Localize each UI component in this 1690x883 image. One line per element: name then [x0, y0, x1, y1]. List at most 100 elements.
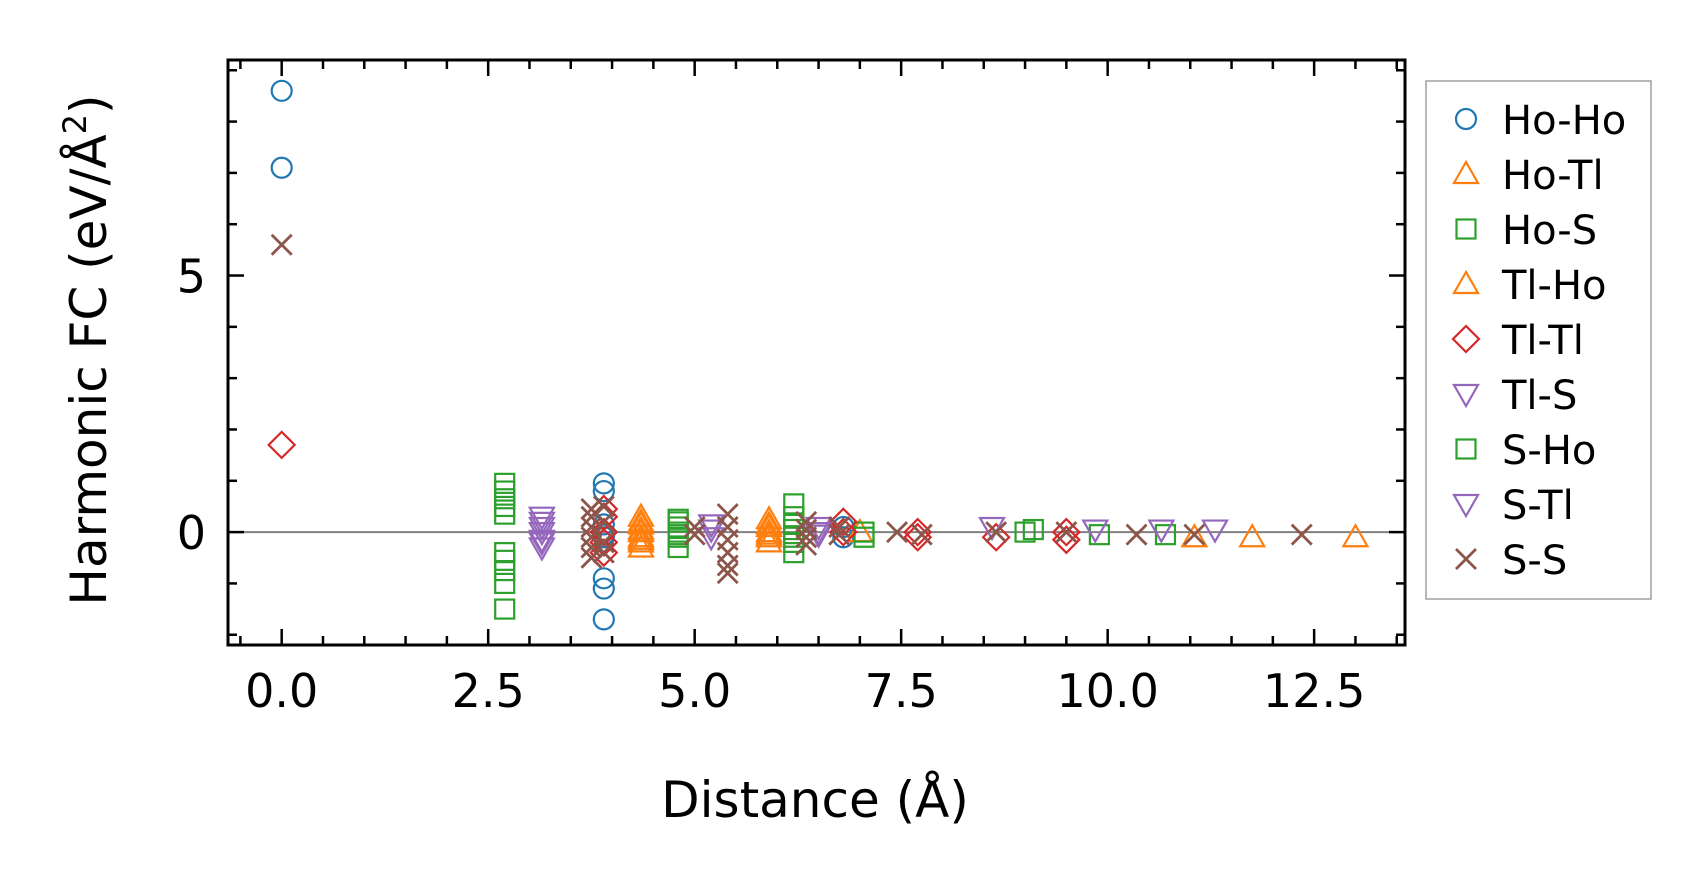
legend-marker [1455, 218, 1477, 240]
data-point [592, 479, 615, 503]
data-point [270, 156, 293, 179]
data-point [527, 511, 556, 537]
legend-marker [1452, 159, 1480, 185]
data-point [580, 526, 603, 549]
data-point [592, 531, 615, 554]
data-point [795, 533, 818, 556]
data-point [755, 528, 783, 553]
data-point [627, 533, 655, 558]
series-tl-ho [627, 507, 783, 550]
data-point [828, 517, 858, 547]
data-point [804, 522, 833, 547]
x-tick-label: 5.0 [658, 664, 731, 718]
data-point [795, 526, 818, 549]
data-point [592, 510, 615, 533]
data-point [494, 598, 516, 620]
data-point [683, 523, 706, 546]
data-point [886, 521, 909, 544]
data-point [828, 515, 851, 538]
data-point [589, 527, 619, 557]
plot-content [228, 79, 1405, 631]
legend-marker [1454, 107, 1478, 131]
data-point [1022, 518, 1044, 541]
data-point [1051, 525, 1081, 555]
legend: Ho-Ho Ho-Tl Ho-S Tl-Ho Tl-Tl Tl-S S-Ho S-Tl S-S [1425, 80, 1652, 600]
data-point [1341, 523, 1370, 548]
legend-marker [1451, 324, 1481, 354]
data-point [903, 522, 933, 552]
legend-label: S-S [1502, 538, 1567, 584]
data-point [527, 516, 556, 542]
data-point [755, 512, 783, 538]
data-point [1290, 523, 1313, 546]
legend-label: Ho-S [1502, 208, 1597, 254]
data-point [910, 523, 933, 546]
x-tick-label: 12.5 [1263, 664, 1365, 718]
data-point [527, 537, 556, 562]
data-point [1147, 519, 1176, 544]
legend-item: Ho-Tl [1452, 153, 1604, 199]
data-point [627, 515, 655, 540]
legend-item: S-Ho [1455, 428, 1596, 474]
data-point [683, 515, 706, 538]
data-point [783, 493, 805, 515]
legend-marker [1452, 269, 1480, 295]
data-point [580, 515, 603, 538]
x-tick-label: 2.5 [452, 664, 525, 718]
y-axis-label-end: ) [60, 94, 118, 114]
data-point [267, 430, 297, 460]
data-point [1154, 524, 1177, 546]
data-point [783, 526, 805, 548]
data-point [592, 567, 615, 590]
data-point [1081, 519, 1110, 544]
legend-label: S-Tl [1502, 483, 1574, 529]
data-point [1014, 521, 1036, 543]
data-point [795, 518, 818, 541]
legend-label: Ho-Ho [1502, 98, 1626, 144]
x-tick-label: 0.0 [245, 664, 318, 718]
data-point [627, 523, 655, 548]
data-point [494, 503, 516, 525]
data-point [270, 233, 293, 256]
data-point [1238, 523, 1267, 548]
legend-label: Tl-Ho [1501, 263, 1607, 309]
data-point [1180, 523, 1209, 548]
y-axis-label-superscript: 2 [56, 114, 94, 134]
data-point [697, 527, 726, 552]
data-point [716, 562, 739, 585]
series-ho-s [494, 472, 1177, 620]
legend-label: S-Ho [1502, 428, 1596, 474]
data-point [828, 507, 858, 537]
data-point [592, 577, 615, 600]
data-point [795, 510, 818, 533]
data-point [1055, 521, 1078, 544]
data-point [592, 608, 615, 631]
data-point [1125, 523, 1148, 546]
data-point [494, 559, 516, 582]
legend-item: Ho-S [1455, 208, 1597, 254]
data-point [755, 510, 783, 535]
legend-marker [1455, 548, 1477, 570]
data-point [592, 495, 615, 518]
data-point [592, 472, 615, 495]
data-point [580, 505, 603, 528]
data-point [832, 526, 855, 549]
data-point [755, 517, 783, 543]
y-tick-label: 0 [177, 506, 206, 560]
axes-frame [226, 58, 1407, 647]
data-point [903, 517, 933, 547]
data-point [627, 525, 655, 550]
data-point [783, 542, 805, 564]
data-point [592, 541, 615, 564]
legend-item: S-Tl [1452, 483, 1574, 529]
data-point [667, 536, 689, 559]
legend-item: Tl-Tl [1451, 318, 1584, 364]
legend-item: Tl-S [1452, 373, 1577, 419]
y-tick-label: 5 [177, 250, 206, 304]
data-point [580, 546, 603, 569]
legend-marker [1452, 493, 1480, 519]
data-point [985, 521, 1008, 544]
data-point [627, 507, 655, 532]
data-point [1088, 524, 1110, 546]
